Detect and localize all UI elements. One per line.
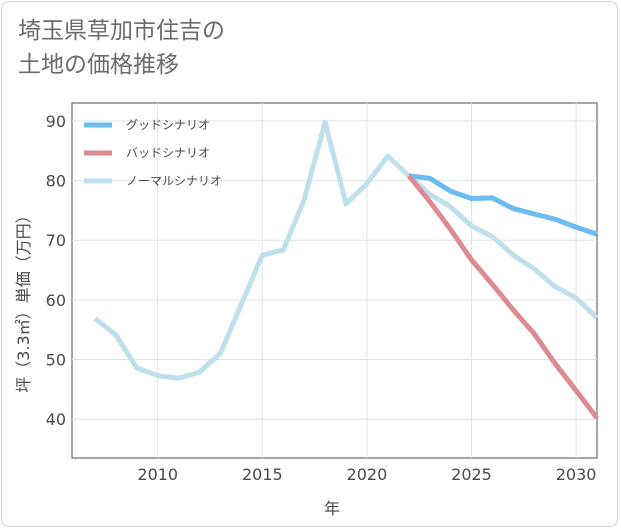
- grid-lines: [72, 103, 597, 458]
- legend-label-0: グッドシナリオ: [126, 118, 210, 132]
- page-title: 埼玉県草加市住吉の 土地の価格推移: [18, 14, 225, 82]
- series-lines: [93, 119, 599, 420]
- x-tick-label: 2025: [451, 465, 492, 484]
- x-tick-label: 2030: [556, 465, 597, 484]
- y-tick-label: 60: [46, 291, 66, 310]
- plot-area-border: [71, 102, 598, 459]
- y-tick-label: 70: [46, 231, 66, 250]
- series-line-1: [406, 174, 599, 420]
- x-tick-label: 2015: [242, 465, 283, 484]
- x-tick-label: 2010: [137, 465, 178, 484]
- y-axis-label: 坪（3.3㎡）単価（万円）: [14, 207, 33, 392]
- y-tick-label: 90: [46, 112, 66, 131]
- x-tick-label: 2020: [347, 465, 388, 484]
- series-line-0: [408, 173, 598, 237]
- legend-label-1: バッドシナリオ: [126, 146, 210, 160]
- title-line-1: 埼玉県草加市住吉の: [18, 18, 225, 44]
- x-axis-label: 年: [324, 499, 340, 518]
- y-tick-label: 50: [46, 351, 66, 370]
- title-line-2: 土地の価格推移: [18, 52, 179, 78]
- legend-label-2: ノーマルシナリオ: [126, 174, 222, 188]
- y-tick-label: 40: [46, 410, 66, 429]
- y-tick-label: 80: [46, 172, 66, 191]
- series-line-2: [93, 119, 599, 381]
- tick-labels: 40 50 60 70 80 90 2010 2015 2020 2025 2030: [46, 112, 597, 484]
